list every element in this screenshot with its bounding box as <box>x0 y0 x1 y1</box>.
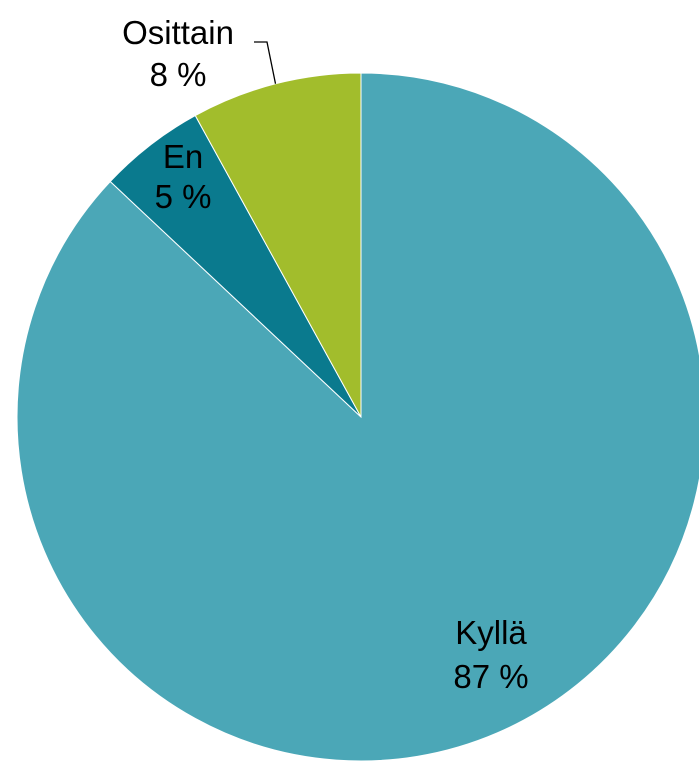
data-label-osittain: Osittain 8 % <box>122 14 234 93</box>
pie-slices <box>16 72 699 762</box>
leader-line-osittain <box>254 41 277 84</box>
pie-slice-kylla <box>16 72 699 762</box>
data-label-en: En 5 % <box>155 138 212 215</box>
pie-labels: Kyllä 87 % En 5 % Osittain 8 % <box>122 14 529 695</box>
data-label-kylla: Kyllä 87 % <box>453 614 528 695</box>
